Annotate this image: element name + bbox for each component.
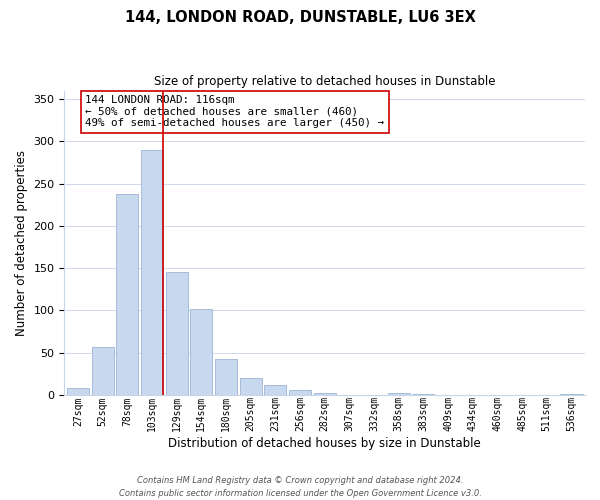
Bar	[264, 384, 286, 395]
Bar	[289, 390, 311, 395]
Y-axis label: Number of detached properties: Number of detached properties	[15, 150, 28, 336]
Title: Size of property relative to detached houses in Dunstable: Size of property relative to detached ho…	[154, 75, 496, 88]
X-axis label: Distribution of detached houses by size in Dunstable: Distribution of detached houses by size …	[169, 437, 481, 450]
Text: 144 LONDON ROAD: 116sqm
← 50% of detached houses are smaller (460)
49% of semi-d: 144 LONDON ROAD: 116sqm ← 50% of detache…	[85, 95, 384, 128]
Bar	[67, 388, 89, 395]
Bar	[215, 360, 237, 395]
Bar	[239, 378, 262, 395]
Bar	[388, 393, 410, 395]
Bar	[190, 310, 212, 395]
Bar	[116, 194, 139, 395]
Text: 144, LONDON ROAD, DUNSTABLE, LU6 3EX: 144, LONDON ROAD, DUNSTABLE, LU6 3EX	[125, 10, 475, 25]
Bar	[412, 394, 434, 395]
Bar	[314, 393, 336, 395]
Bar	[92, 346, 114, 395]
Text: Contains HM Land Registry data © Crown copyright and database right 2024.
Contai: Contains HM Land Registry data © Crown c…	[119, 476, 481, 498]
Bar	[141, 150, 163, 395]
Bar	[166, 272, 188, 395]
Bar	[560, 394, 583, 395]
